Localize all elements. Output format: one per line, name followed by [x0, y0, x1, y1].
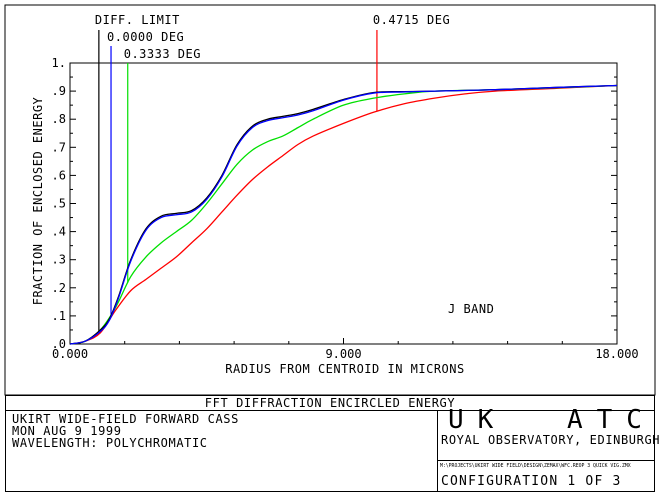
- ukatc-logo: UK ATC: [448, 405, 656, 435]
- x-axis-ticks: 0.000 9.000 18.000: [52, 338, 639, 361]
- field-marker-label: 0.4715 DEG: [373, 13, 450, 27]
- x-axis-label: RADIUS FROM CENTROID IN MICRONS: [225, 362, 464, 376]
- footer-line-3: WAVELENGTH: POLYCHROMATIC: [12, 436, 208, 450]
- field-marker-label: DIFF. LIMIT: [95, 13, 180, 27]
- field-marker-label: 0.0000 DEG: [107, 30, 184, 44]
- file-path: M:\PROJECTS\UKIRT WIDE FIELD\DESIGN\ZEMA…: [440, 464, 631, 469]
- y-tick-label: .7: [52, 140, 66, 154]
- y-axis-ticks: .0 .1 .2 .3 .4 .5 .6 .7 .8 .9 1.: [52, 56, 617, 351]
- y-tick-label: 1.: [52, 56, 66, 70]
- plot-frame: [4, 4, 656, 396]
- x-tick-label: 0.000: [52, 347, 88, 361]
- x-tick-label: 9.000: [325, 347, 361, 361]
- band-annotation: J BAND: [448, 302, 494, 316]
- footer-divider: [5, 410, 655, 411]
- y-tick-label: .9: [52, 84, 66, 98]
- field-markers: DIFF. LIMIT 0.0000 DEG 0.3333 DEG 0.4715 DE…: [95, 13, 450, 332]
- y-tick-label: .0: [52, 337, 66, 351]
- field-marker-label: 0.3333 DEG: [124, 47, 201, 61]
- y-axis-label: FRACTION OF ENCLOSED ENERGY: [31, 96, 45, 305]
- series-line-0: [69, 84, 618, 345]
- y-tick-label: .2: [52, 281, 66, 295]
- series-lines: [69, 84, 618, 345]
- series-line-2: [69, 84, 618, 345]
- footer-frame: [5, 395, 655, 492]
- y-tick-label: .1: [52, 309, 66, 323]
- footer-line-2: MON AUG 9 1999: [12, 424, 122, 438]
- y-tick-label: .3: [52, 253, 66, 267]
- y-tick-label: .5: [52, 197, 66, 211]
- configuration-label: CONFIGURATION 1 OF 3: [441, 474, 622, 489]
- y-tick-label: .6: [52, 168, 66, 182]
- footer-right-divider: [437, 460, 655, 461]
- series-line-1: [69, 84, 618, 345]
- footer-line-1: UKIRT WIDE-FIELD FORWARD CASS: [12, 412, 239, 426]
- series-line-3: [69, 84, 618, 345]
- x-tick-label: 18.000: [595, 347, 638, 361]
- footer-title: FFT DIFFRACTION ENCIRCLED ENERGY: [204, 396, 456, 410]
- y-tick-label: .4: [52, 225, 66, 239]
- footer-right-panel: [437, 410, 655, 492]
- org-name: ROYAL OBSERVATORY, EDINBURGH: [441, 433, 660, 447]
- y-tick-label: .8: [52, 112, 66, 126]
